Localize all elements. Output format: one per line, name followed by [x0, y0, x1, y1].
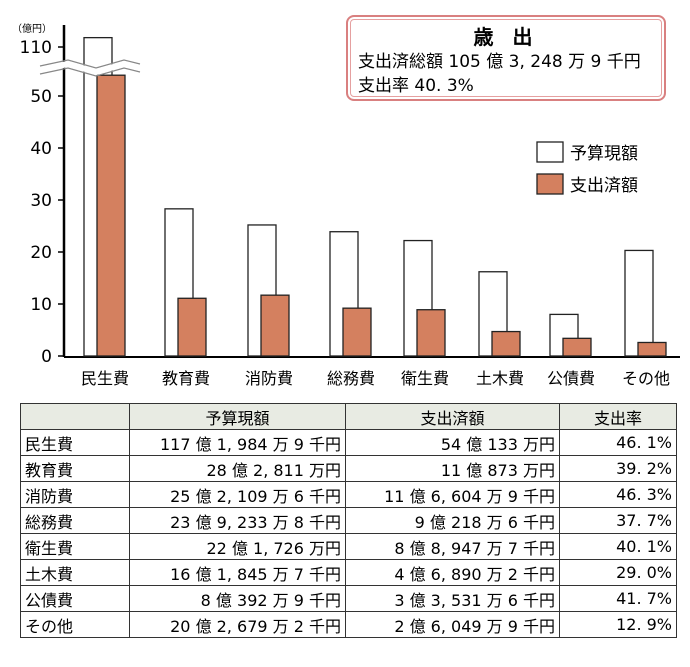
table-cell: 9 億 218 万 6 千円	[345, 507, 560, 534]
category-label: 教育費	[162, 369, 210, 388]
bar-spent	[96, 74, 126, 357]
table-cell: 25 億 2, 109 万 6 千円	[129, 481, 346, 508]
table-cell: 37. 7%	[559, 507, 677, 534]
bar-chart: （億円） 0 10 20 30 40 50 110 民生費 教育費 消防費 総務費 衛生費 土木費 公債費 そ…	[12, 22, 680, 388]
table-cell: 3 億 3, 531 万 6 千円	[345, 585, 560, 612]
table-cell: 29. 0%	[559, 559, 677, 586]
bar-spent	[342, 307, 372, 357]
table-cell: 22 億 1, 726 万円	[129, 533, 346, 560]
category-label: 公債費	[547, 369, 595, 388]
table-row: 消防費 25 億 2, 109 万 6 千円 11 億 6, 604 万 9 千円 4…	[20, 481, 677, 508]
table-row: 公債費 8 億 392 万 9 千円 3 億 3, 531 万 6 千円 41. 7%	[20, 585, 677, 612]
data-table: 予算現額 支出済額 支出率 民生費 117 億 1, 984 万 9 千円 54 億 1…	[20, 403, 677, 638]
table-row: 衛生費 22 億 1, 726 万円 8 億 8, 947 万 7 千円 40. 1%	[20, 533, 677, 560]
table-cell: 土木費	[20, 559, 130, 586]
bar-budget	[624, 249, 654, 357]
summary-title: 歳 出	[473, 25, 539, 49]
category-label: 総務費	[327, 369, 375, 388]
y-tick-label: 20	[30, 243, 52, 263]
table-cell: 23 億 9, 233 万 8 千円	[129, 507, 346, 534]
category-label: 土木費	[476, 369, 524, 388]
table-header	[20, 403, 130, 430]
table-cell: 46. 3%	[559, 481, 677, 508]
table-cell: 8 億 8, 947 万 7 千円	[345, 533, 560, 560]
category-label: 消防費	[245, 369, 293, 388]
y-tick-label: 10	[30, 295, 52, 315]
bar-spent	[416, 309, 446, 357]
table-cell: 11 億 873 万円	[345, 455, 560, 482]
axis-break	[39, 67, 141, 77]
table-cell: 8 億 392 万 9 千円	[129, 585, 346, 612]
legend-swatch	[536, 173, 564, 195]
category-label: その他	[622, 369, 670, 388]
table-cell: 消防費	[20, 481, 130, 508]
axis-break	[39, 59, 141, 69]
category-label: 民生費	[81, 369, 129, 388]
table-cell: 39. 2%	[559, 455, 677, 482]
table-cell: 41. 7%	[559, 585, 677, 612]
table-cell: 2 億 6, 049 万 9 千円	[345, 611, 560, 638]
bar-spent	[637, 341, 667, 357]
table-cell: 40. 1%	[559, 533, 677, 560]
category-label: 衛生費	[401, 369, 449, 388]
legend-label: 予算現額	[570, 144, 638, 164]
y-tick-label: 30	[30, 191, 52, 211]
table-row: 土木費 16 億 1, 845 万 7 千円 4 億 6, 890 万 2 千円 29…	[20, 559, 677, 586]
bar-spent	[260, 294, 290, 357]
bar-spent	[491, 330, 521, 357]
table-cell: 54 億 133 万円	[345, 429, 560, 456]
table-row: 教育費 28 億 2, 811 万円 11 億 873 万円 39. 2%	[20, 455, 677, 482]
table-cell: その他	[20, 611, 130, 638]
table-cell: 総務費	[20, 507, 130, 534]
table-cell: 11 億 6, 604 万 9 千円	[345, 481, 560, 508]
table-cell: 公債費	[20, 585, 130, 612]
table-row: 民生費 117 億 1, 984 万 9 千円 54 億 133 万円 46. 1%	[20, 429, 677, 456]
table-cell: 46. 1%	[559, 429, 677, 456]
table-cell: 12. 9%	[559, 611, 677, 638]
bar-spent	[562, 337, 592, 357]
bar-spent	[177, 297, 207, 357]
table-cell: 117 億 1, 984 万 9 千円	[129, 429, 346, 456]
table-cell: 20 億 2, 679 万 2 千円	[129, 611, 346, 638]
table-cell: 16 億 1, 845 万 7 千円	[129, 559, 346, 586]
summary-rate: 支出率 40. 3%	[358, 76, 474, 96]
table-header: 支出率	[559, 403, 677, 430]
axis-break-gap	[39, 60, 141, 76]
table-cell: 4 億 6, 890 万 2 千円	[345, 559, 560, 586]
y-tick-label: 0	[41, 347, 52, 367]
table-header: 支出済額	[345, 403, 560, 430]
y-unit-label: （億円）	[12, 22, 52, 35]
table-row: その他 20 億 2, 679 万 2 千円 2 億 6, 049 万 9 千円 12…	[20, 611, 677, 638]
y-tick-label: 40	[30, 139, 52, 159]
y-tick-label: 50	[30, 87, 52, 107]
table-header: 予算現額	[129, 403, 346, 430]
table-row: 総務費 23 億 9, 233 万 8 千円 9 億 218 万 6 千円 37. 7…	[20, 507, 677, 534]
summary-box: 歳 出 支出済総額 105 億 3, 248 万 9 千円 支出率 40. 3%	[346, 15, 666, 101]
table-cell: 28 億 2, 811 万円	[129, 455, 346, 482]
y-tick-label: 110	[20, 38, 52, 58]
table-cell: 民生費	[20, 429, 130, 456]
table-cell: 衛生費	[20, 533, 130, 560]
summary-total: 支出済総額 105 億 3, 248 万 9 千円	[358, 52, 641, 72]
legend-label: 支出済額	[570, 176, 638, 196]
legend-swatch	[536, 141, 564, 163]
table-cell: 教育費	[20, 455, 130, 482]
